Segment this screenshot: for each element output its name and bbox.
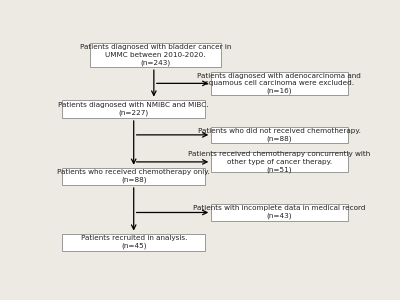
FancyBboxPatch shape [62,100,205,118]
Text: Patients received chemotherapy concurrently with
other type of cancer therapy.
(: Patients received chemotherapy concurren… [188,151,370,172]
Text: Patients recruited in analysis.
(n=45): Patients recruited in analysis. (n=45) [80,235,187,249]
FancyBboxPatch shape [211,152,348,172]
FancyBboxPatch shape [90,43,220,67]
FancyBboxPatch shape [211,127,348,143]
Text: Patients diagnosed with bladder cancer in
UMMC between 2010-2020.
(n=243): Patients diagnosed with bladder cancer i… [80,44,231,66]
FancyBboxPatch shape [62,233,205,251]
Text: Patients diagnosed with NMIBC and MIBC.
(n=227): Patients diagnosed with NMIBC and MIBC. … [58,102,209,116]
Text: Patients who did not received chemotherapy.
(n=88): Patients who did not received chemothera… [198,128,361,142]
FancyBboxPatch shape [62,168,205,185]
Text: Patients who received chemotherapy only.
(n=88): Patients who received chemotherapy only.… [57,169,210,183]
FancyBboxPatch shape [211,204,348,221]
Text: Patients with incomplete data in medical record
(n=43): Patients with incomplete data in medical… [193,206,366,220]
Text: Patients diagnosed with adenocarcinoma and
squamous cell carcinoma were excluded: Patients diagnosed with adenocarcinoma a… [198,73,361,94]
FancyBboxPatch shape [211,72,348,95]
